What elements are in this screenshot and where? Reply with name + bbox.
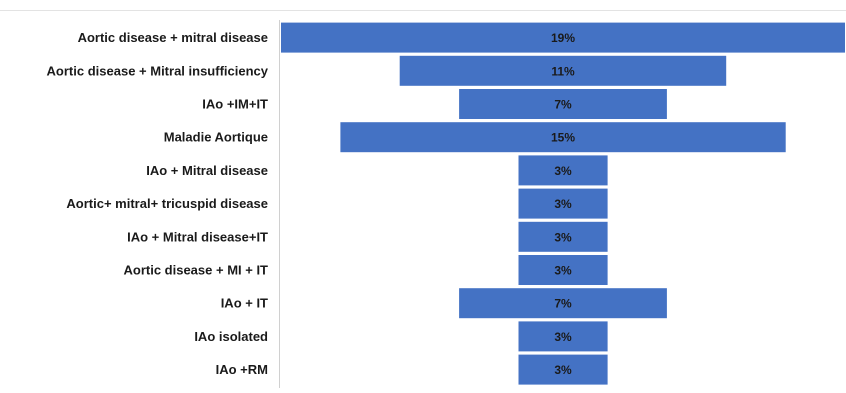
bar xyxy=(518,321,608,352)
value-label: 19% xyxy=(551,31,575,45)
value-label: 3% xyxy=(554,230,572,244)
value-label: 3% xyxy=(554,164,572,178)
value-label: 3% xyxy=(554,264,572,278)
category-label: Aortic+ mitral+ tricuspid disease xyxy=(66,196,268,211)
value-label: 11% xyxy=(551,64,575,78)
value-label: 7% xyxy=(554,98,572,112)
category-label: IAo isolated xyxy=(194,329,268,344)
value-label: 3% xyxy=(554,197,572,211)
bar xyxy=(518,221,608,252)
bar xyxy=(399,55,727,86)
bar xyxy=(518,188,608,219)
category-label: Aortic disease + mitral disease xyxy=(78,30,268,45)
value-label: 7% xyxy=(554,297,572,311)
bar xyxy=(281,22,845,53)
category-label: IAo + Mitral disease xyxy=(146,163,268,178)
bars-layer xyxy=(281,22,845,385)
category-label: Maladie Aortique xyxy=(164,130,268,145)
value-label: 3% xyxy=(554,330,572,344)
value-label: 15% xyxy=(551,131,575,145)
bar xyxy=(340,122,786,153)
bar xyxy=(459,288,667,319)
category-label: IAo +RM xyxy=(216,362,268,377)
category-label: IAo +IM+IT xyxy=(202,97,268,112)
value-label: 3% xyxy=(554,363,572,377)
category-label: IAo + Mitral disease+IT xyxy=(127,229,268,244)
bar xyxy=(518,255,608,285)
bar xyxy=(459,89,667,119)
category-labels: Aortic disease + mitral disease Aortic di… xyxy=(47,30,269,377)
value-labels: 19% 11% 7% 15% 3% 3% 3% 3% 7% 3% 3% xyxy=(551,31,575,377)
bar xyxy=(518,354,608,385)
category-label: IAo + IT xyxy=(221,296,268,311)
category-label: Aortic disease + Mitral insufficiency xyxy=(47,63,269,78)
bar xyxy=(518,155,608,186)
category-label: Aortic disease + MI + IT xyxy=(124,263,269,278)
